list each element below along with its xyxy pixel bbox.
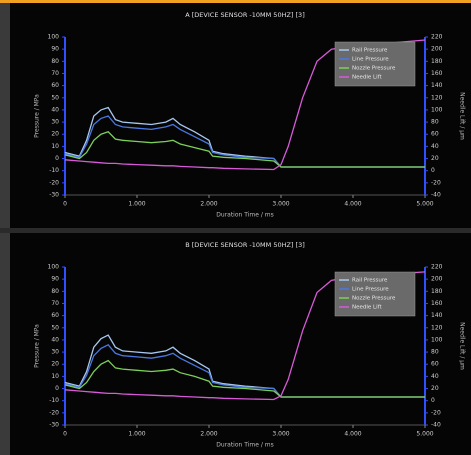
x-tick-label: 0 xyxy=(63,431,67,438)
y-tick-label: 50 xyxy=(51,324,59,331)
top-border xyxy=(0,0,471,3)
x-tick-label: 1.000 xyxy=(128,201,145,208)
y2-tick-label: 160 xyxy=(431,70,443,77)
series-line xyxy=(64,131,425,168)
series-line xyxy=(64,359,425,398)
x-axis-label: Duration Time / ms xyxy=(216,442,273,449)
legend-label: Nozzle Pressure xyxy=(352,66,396,72)
y-tick-label: 70 xyxy=(51,300,59,307)
y-tick-label: 10 xyxy=(51,373,59,380)
y-tick-label: 40 xyxy=(51,106,59,113)
y2-tick-label: 20 xyxy=(431,155,439,162)
y2-tick-label: 100 xyxy=(431,336,443,343)
y2-tick-label: -40 xyxy=(431,422,441,429)
y2-tick-label: 40 xyxy=(431,143,439,150)
legend-label: Nozzle Pressure xyxy=(352,296,396,302)
series-line xyxy=(64,39,426,171)
y2-tick-label: 100 xyxy=(431,106,443,113)
x-tick-label: 2.000 xyxy=(200,201,217,208)
legend-label: Line Pressure xyxy=(352,57,389,63)
x-tick-label: 5.000 xyxy=(416,431,433,438)
y2-tick-label: 220 xyxy=(431,34,443,41)
y2-tick-label: 140 xyxy=(431,312,443,319)
y2-tick-label: 0 xyxy=(431,167,435,174)
chart-title: B [DEVICE SENSOR -10MM 50HZ] [3] xyxy=(185,241,305,249)
chart-title: A [DEVICE SENSOR -10MM 50HZ] [3] xyxy=(185,11,304,19)
y2-tick-label: -40 xyxy=(431,192,441,199)
y-tick-label: -10 xyxy=(49,167,59,174)
y-tick-label: 20 xyxy=(51,131,59,138)
y2-tick-label: 80 xyxy=(431,349,439,356)
y2-tick-label: -20 xyxy=(431,179,441,186)
y2-tick-label: 140 xyxy=(431,82,443,89)
y2-tick-label: 60 xyxy=(431,361,439,368)
y2-tick-label: 80 xyxy=(431,119,439,126)
y-tick-label: 50 xyxy=(51,94,59,101)
y-tick-label: 60 xyxy=(51,82,59,89)
y-tick-label: 10 xyxy=(51,143,59,150)
y2-tick-label: 160 xyxy=(431,300,443,307)
y2-axis-label: Needle Lift / µm xyxy=(459,322,466,370)
y-axis-label: Pressure / MPa xyxy=(34,94,41,138)
y2-tick-label: 180 xyxy=(431,58,443,65)
x-tick-label: 2.000 xyxy=(200,431,217,438)
y-tick-label: 30 xyxy=(51,119,59,126)
y-tick-label: 90 xyxy=(51,276,59,283)
y-tick-label: 0 xyxy=(55,155,59,162)
y2-tick-label: 40 xyxy=(431,373,439,380)
y-tick-label: -10 xyxy=(49,397,59,404)
y-tick-label: -30 xyxy=(49,422,59,429)
x-axis-label: Duration Time / ms xyxy=(216,212,273,219)
y2-tick-label: -20 xyxy=(431,409,441,416)
y2-tick-label: 200 xyxy=(431,276,443,283)
y2-tick-label: 220 xyxy=(431,264,443,271)
series-line xyxy=(64,271,426,401)
x-tick-label: 5.000 xyxy=(416,201,433,208)
y-tick-label: -20 xyxy=(49,409,59,416)
y-tick-label: 60 xyxy=(51,312,59,319)
separator xyxy=(0,228,471,233)
y-tick-label: 90 xyxy=(51,46,59,53)
y-tick-label: 70 xyxy=(51,70,59,77)
y2-tick-label: 180 xyxy=(431,288,443,295)
y-tick-label: 100 xyxy=(48,264,60,271)
x-tick-label: 0 xyxy=(63,201,67,208)
y2-tick-label: 20 xyxy=(431,385,439,392)
legend-label: Rail Pressure xyxy=(352,278,388,284)
legend-label: Needle Lift xyxy=(352,305,382,311)
x-tick-label: 4.000 xyxy=(344,431,361,438)
y2-tick-label: 200 xyxy=(431,46,443,53)
y-tick-label: 0 xyxy=(55,385,59,392)
legend-label: Line Pressure xyxy=(352,287,389,293)
y-tick-label: 80 xyxy=(51,58,59,65)
y-tick-label: 20 xyxy=(51,361,59,368)
y-tick-label: 40 xyxy=(51,336,59,343)
y-axis-label: Pressure / MPa xyxy=(34,324,41,368)
y2-tick-label: 0 xyxy=(431,397,435,404)
y-tick-label: 30 xyxy=(51,349,59,356)
x-tick-label: 4.000 xyxy=(344,201,361,208)
y2-tick-label: 60 xyxy=(431,131,439,138)
y-tick-label: -30 xyxy=(49,192,59,199)
y2-tick-label: 120 xyxy=(431,94,443,101)
y-tick-label: 100 xyxy=(48,34,60,41)
x-tick-label: 3.000 xyxy=(272,431,289,438)
y2-tick-label: 120 xyxy=(431,324,443,331)
y2-axis-label: Needle Lift / µm xyxy=(459,92,466,140)
x-tick-label: 3.000 xyxy=(272,201,289,208)
x-tick-label: 1.000 xyxy=(128,431,145,438)
legend-label: Needle Lift xyxy=(352,75,382,81)
y-tick-label: -20 xyxy=(49,179,59,186)
y-tick-label: 80 xyxy=(51,288,59,295)
legend-label: Rail Pressure xyxy=(352,48,388,54)
